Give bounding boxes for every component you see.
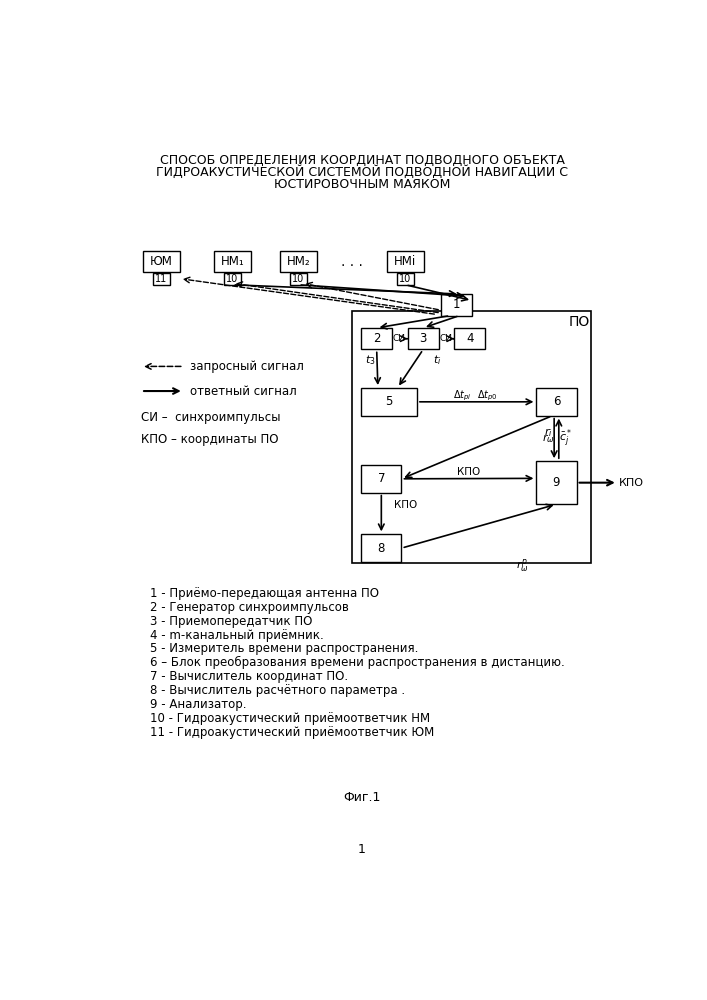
Text: СИ: СИ [440, 334, 452, 343]
Bar [537, 388, 577, 416]
Text: 6 – Блок преобразования времени распространения в дистанцию.: 6 – Блок преобразования времени распрост… [151, 656, 565, 669]
Text: 3: 3 [419, 332, 427, 345]
Text: 1 - Приёмо-передающая антенна ПО: 1 - Приёмо-передающая антенна ПО [151, 587, 380, 600]
Text: НМ₁: НМ₁ [221, 255, 245, 268]
Text: 11 - Гидроакустический приёмоответчик ЮМ: 11 - Гидроакустический приёмоответчик ЮМ [151, 726, 435, 739]
Text: ответный сигнал: ответный сигнал [190, 385, 297, 398]
Bar [537, 461, 577, 504]
Text: ПО: ПО [569, 315, 590, 329]
Text: 5 - Измеритель времени распространения.: 5 - Измеритель времени распространения. [151, 642, 419, 655]
Text: КПО: КПО [619, 478, 643, 488]
Text: 9: 9 [553, 476, 560, 489]
Text: 4 - m-канальный приёмник.: 4 - m-канальный приёмник. [151, 629, 324, 642]
Text: 6: 6 [553, 395, 560, 408]
Text: КПО – координаты ПО: КПО – координаты ПО [141, 433, 279, 446]
Bar [224, 273, 241, 285]
Text: 10: 10 [399, 274, 411, 284]
Text: КПО: КПО [394, 500, 417, 510]
Text: СИ –  синхроимпульсы: СИ – синхроимпульсы [141, 411, 281, 424]
Bar [454, 328, 485, 349]
Text: 1: 1 [358, 843, 366, 856]
Text: Фиг.1: Фиг.1 [344, 791, 380, 804]
Text: 8 - Вычислитель расчётного параметра .: 8 - Вычислитель расчётного параметра . [151, 684, 406, 697]
Text: КПО: КПО [457, 467, 481, 477]
Bar [441, 294, 472, 316]
Text: НМ₂: НМ₂ [286, 255, 310, 268]
Text: $\bar{c}_j^*$: $\bar{c}_j^*$ [559, 428, 573, 450]
Bar [397, 273, 414, 285]
Bar [214, 251, 251, 272]
Text: 11: 11 [155, 274, 168, 284]
Text: ЮМ: ЮМ [150, 255, 173, 268]
Text: $t_3$: $t_3$ [366, 353, 376, 367]
Text: 2: 2 [373, 332, 380, 345]
Bar [387, 251, 424, 272]
Text: 10: 10 [292, 274, 305, 284]
Text: запросный сигнал: запросный сигнал [190, 360, 304, 373]
Bar [361, 465, 402, 493]
Bar [361, 534, 402, 562]
Bar [143, 251, 180, 272]
Bar [361, 388, 417, 416]
Text: . . .: . . . [341, 255, 363, 269]
Text: $r_i$: $r_i$ [544, 426, 553, 439]
Text: 7: 7 [378, 472, 385, 485]
Bar [408, 328, 438, 349]
Bar [153, 273, 170, 285]
Text: 2 - Генератор синхроимпульсов: 2 - Генератор синхроимпульсов [151, 601, 349, 614]
Text: $t_i$: $t_i$ [433, 353, 441, 367]
Text: 3 - Приемопередатчик ПО: 3 - Приемопередатчик ПО [151, 615, 312, 628]
Text: 5: 5 [385, 395, 393, 408]
Text: 10 - Гидроакустический приёмоответчик НМ: 10 - Гидроакустический приёмоответчик НМ [151, 712, 431, 725]
Text: $\Delta t_{pi}$: $\Delta t_{pi}$ [453, 388, 472, 403]
Text: 7 - Вычислитель координат ПО.: 7 - Вычислитель координат ПО. [151, 670, 349, 683]
Bar [361, 328, 392, 349]
Bar [290, 273, 307, 285]
Text: СИ: СИ [393, 334, 406, 343]
Text: $\Delta t_{p0}$: $\Delta t_{p0}$ [477, 388, 498, 403]
Text: ГИДРОАКУСТИЧЕСКОЙ СИСТЕМОЙ ПОДВОДНОЙ НАВИГАЦИИ С: ГИДРОАКУСТИЧЕСКОЙ СИСТЕМОЙ ПОДВОДНОЙ НАВ… [156, 166, 568, 179]
Bar [352, 311, 590, 563]
Text: $r^p_{\omega}$: $r^p_{\omega}$ [516, 557, 529, 574]
Text: 1: 1 [452, 298, 460, 311]
Text: СПОСОБ ОПРЕДЕЛЕНИЯ КООРДИНАТ ПОДВОДНОГО ОБЪЕКТА: СПОСОБ ОПРЕДЕЛЕНИЯ КООРДИНАТ ПОДВОДНОГО … [160, 154, 564, 167]
Text: 4: 4 [466, 332, 474, 345]
Bar [280, 251, 317, 272]
Text: 9 - Анализатор.: 9 - Анализатор. [151, 698, 247, 711]
Text: НМi: НМi [395, 255, 416, 268]
Text: ЮСТИРОВОЧНЫМ МАЯКОМ: ЮСТИРОВОЧНЫМ МАЯКОМ [274, 178, 450, 191]
Text: 8: 8 [378, 542, 385, 555]
Text: 10: 10 [226, 274, 239, 284]
Text: $r_{\omega}$: $r_{\omega}$ [542, 432, 555, 445]
